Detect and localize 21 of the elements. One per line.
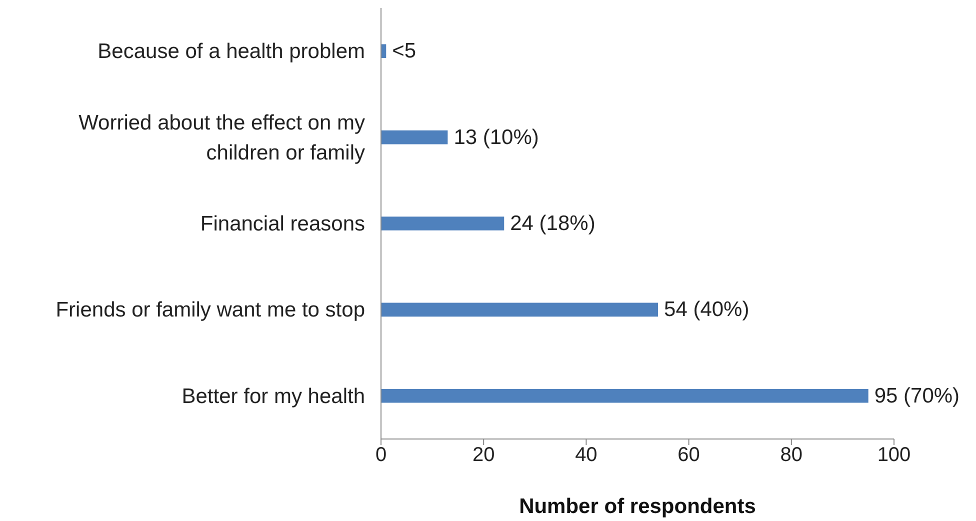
x-tick-label: 60 bbox=[678, 444, 700, 466]
x-tick-label: 0 bbox=[375, 444, 387, 466]
x-tick-label: 40 bbox=[575, 444, 598, 466]
y-tick-label: Worried about the effect on my children or family bbox=[78, 110, 366, 164]
bar bbox=[381, 216, 504, 230]
data-label: <5 bbox=[392, 40, 416, 63]
bar bbox=[381, 302, 658, 317]
y-tick-label: Financial reasons bbox=[200, 212, 365, 235]
bar bbox=[381, 389, 868, 403]
x-axis-title: Number of respondents bbox=[519, 495, 756, 518]
x-tick-label: 20 bbox=[472, 444, 495, 466]
x-tick-label: 100 bbox=[877, 444, 911, 466]
data-label: 13 (10%) bbox=[454, 126, 539, 149]
data-label: 95 (70%) bbox=[874, 384, 960, 408]
y-tick-label: Because of a health problem bbox=[98, 40, 365, 63]
x-tick-label: 80 bbox=[780, 444, 803, 466]
y-tick-label: Better for my health bbox=[182, 384, 365, 408]
data-label: 24 (18%) bbox=[510, 212, 596, 235]
data-label: 54 (40%) bbox=[664, 298, 750, 322]
bar bbox=[381, 130, 448, 144]
y-tick-label: Friends or family want me to stop bbox=[56, 298, 365, 322]
